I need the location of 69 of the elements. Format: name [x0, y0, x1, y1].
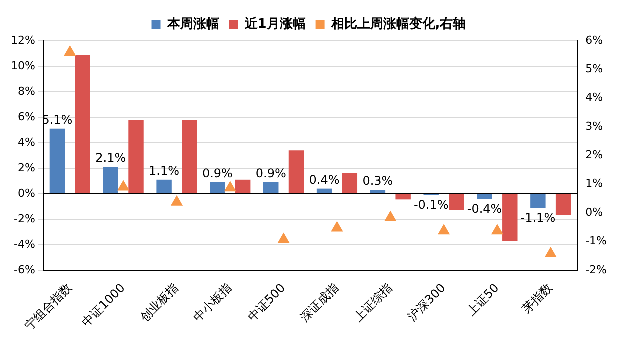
- y-tick-label: 12%: [10, 34, 36, 47]
- bar: [449, 194, 464, 210]
- point: [278, 233, 290, 244]
- bar: [370, 190, 386, 194]
- x-tick-label: 茅指数: [520, 280, 556, 316]
- x-tick-label: 沪深300: [405, 280, 448, 324]
- y-tick-label: 6%: [18, 110, 36, 124]
- bar: [316, 188, 332, 194]
- bar: [128, 120, 144, 194]
- data-label: -0.1%: [414, 198, 449, 212]
- point: [492, 224, 504, 235]
- x-tick-label: 上证综指: [351, 280, 395, 325]
- point: [545, 248, 557, 258]
- y-tick-label: 2%: [18, 161, 36, 174]
- data-label: 0.3%: [362, 174, 394, 188]
- y-tick-label: 4%: [18, 136, 36, 149]
- bar: [342, 174, 358, 194]
- data-label: 0.4%: [309, 172, 340, 187]
- y-tick-label: 10%: [10, 59, 36, 72]
- y2-tick-label: -2%: [586, 263, 607, 276]
- data-label: -0.4%: [467, 202, 502, 216]
- y2-tick-label: 4%: [586, 91, 604, 104]
- y-tick-label: 0%: [18, 186, 36, 200]
- y-tick-label: -6%: [14, 263, 36, 276]
- bar: [477, 194, 492, 200]
- bar: [264, 182, 279, 194]
- data-label: 0.9%: [202, 166, 233, 180]
- y2-tick-label: 3%: [586, 120, 604, 133]
- data-label: 0.9%: [256, 166, 286, 180]
- point: [438, 224, 450, 235]
- bar: [75, 55, 90, 194]
- x-tick-label: 创业板指: [137, 280, 182, 325]
- y2-tick-label: 6%: [586, 34, 604, 47]
- data-label: 5.1%: [42, 112, 73, 127]
- x-tick-label: 深证成指: [298, 280, 342, 325]
- bar: [156, 180, 172, 194]
- bar: [182, 120, 198, 194]
- y2-tick-label: 2%: [586, 148, 604, 162]
- bar: [502, 194, 518, 242]
- point: [384, 211, 396, 222]
- bar: [50, 128, 66, 194]
- y-tick-label: -2%: [14, 212, 36, 226]
- bar: [396, 194, 411, 200]
- point: [171, 196, 183, 206]
- bar: [556, 194, 572, 215]
- x-tick-label: 中小板指: [190, 280, 235, 325]
- x-tick-label: 宁组合指数: [22, 280, 74, 334]
- data-label: -1.1%: [520, 210, 556, 225]
- legend-label: 相比上周涨幅变化,右轴: [330, 16, 466, 32]
- bar: [103, 167, 118, 194]
- data-label: 1.1%: [149, 164, 180, 178]
- y2-tick-label: 0%: [586, 206, 604, 219]
- x-tick-label: 上证50: [464, 280, 502, 319]
- bar: [530, 194, 546, 208]
- point: [64, 46, 76, 56]
- data-label: 2.1%: [96, 151, 126, 166]
- legend-label: 近1月涨幅: [244, 16, 306, 32]
- y2-tick-label: 5%: [586, 62, 604, 76]
- legend-label: 本周涨幅: [166, 16, 220, 32]
- bar: [235, 180, 251, 194]
- bar: [210, 182, 226, 194]
- point: [224, 182, 236, 192]
- y2-tick-label: 1%: [586, 177, 604, 190]
- y-tick-label: -4%: [14, 238, 36, 251]
- point: [118, 180, 130, 191]
- bar: [288, 150, 304, 194]
- point: [332, 222, 343, 232]
- y2-tick-label: -1%: [586, 234, 607, 248]
- y-tick-label: 8%: [18, 84, 36, 98]
